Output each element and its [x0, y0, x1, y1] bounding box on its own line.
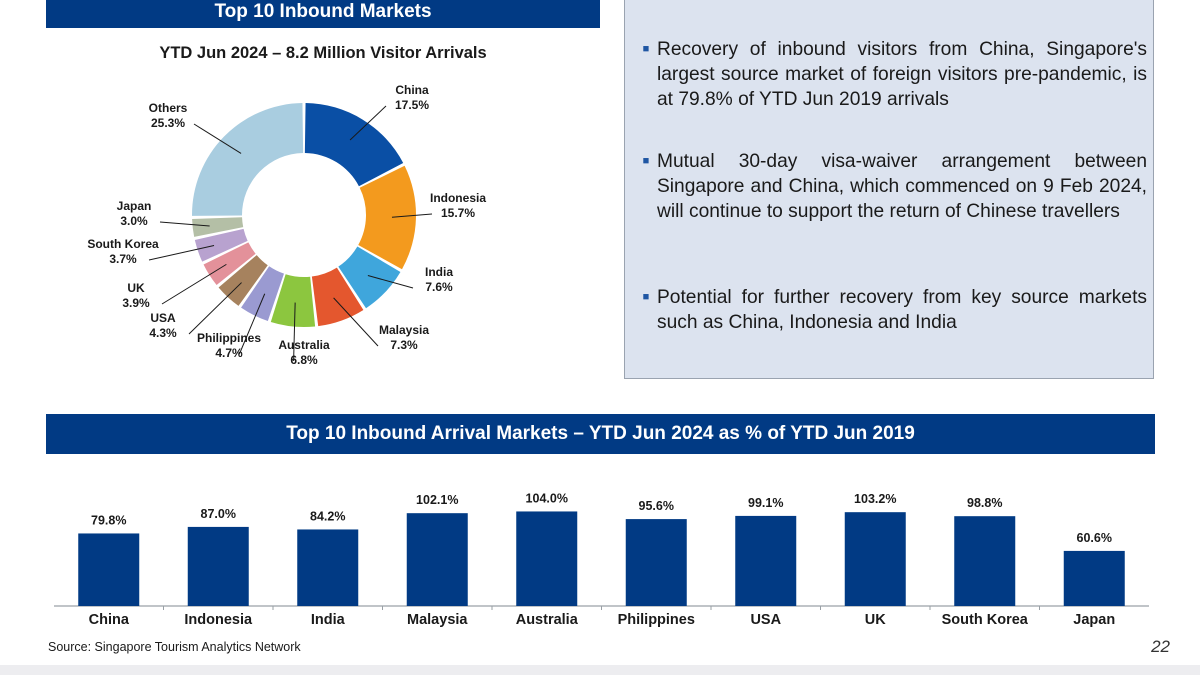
leader-line-japan	[159, 221, 210, 227]
leader-line-philippines	[238, 293, 266, 355]
slice-value-south-korea: 3.7%	[109, 252, 137, 266]
leader-line-usa	[188, 282, 242, 335]
x-tick-label: Australia	[516, 612, 579, 628]
bar-value-label: 79.8%	[91, 513, 126, 527]
x-tick-label: Indonesia	[184, 612, 253, 628]
slice-label-others: Others	[149, 101, 188, 115]
slice-label-malaysia: Malaysia	[379, 323, 429, 337]
source-note: Source: Singapore Tourism Analytics Netw…	[48, 640, 301, 654]
bullet-text: Potential for further recovery from key …	[657, 287, 1147, 333]
leader-line-india	[367, 275, 414, 289]
square-bullet-icon: ■	[642, 155, 650, 167]
x-tick-label: China	[89, 612, 130, 628]
leader-line-indonesia	[391, 213, 433, 218]
donut-slice-others	[192, 103, 304, 216]
leader-line-others	[193, 123, 242, 154]
leader-line-china	[349, 105, 387, 141]
donut-slice-japan	[192, 217, 244, 237]
bar-australia	[516, 511, 578, 606]
x-tick-label: USA	[750, 612, 781, 628]
slice-value-china: 17.5%	[395, 98, 429, 112]
bullet-item: ■ Potential for further recovery from ke…	[635, 285, 1147, 335]
bar-panel-header: Top 10 Inbound Arrival Markets – YTD Jun…	[46, 414, 1155, 454]
bullet-item: ■ Mutual 30-day visa-waiver arrangement …	[635, 149, 1147, 224]
slice-value-others: 25.3%	[151, 116, 185, 130]
slice-label-uk: UK	[127, 281, 145, 295]
leader-line-south-korea	[148, 245, 215, 261]
slice-value-india: 7.6%	[425, 280, 453, 294]
bar-usa	[735, 515, 797, 606]
donut-slice-malaysia	[311, 267, 364, 327]
bullet-text: Mutual 30-day visa-waiver arrangement be…	[657, 151, 1147, 222]
slice-label-indonesia: Indonesia	[430, 191, 486, 205]
bar-value-label: 84.2%	[310, 509, 345, 523]
bottom-strip	[0, 665, 1200, 675]
x-tick-label: UK	[865, 612, 886, 628]
donut-slice-china	[304, 103, 404, 187]
bar-value-label: 103.2%	[854, 492, 896, 506]
x-tick-label: India	[311, 612, 346, 628]
x-tick-label: Japan	[1073, 612, 1115, 628]
bar-value-label: 87.0%	[201, 507, 236, 521]
donut-panel-header: Top 10 Inbound Markets	[46, 0, 600, 28]
bar-indonesia	[187, 526, 249, 606]
bar-philippines	[625, 519, 687, 606]
bar-value-label: 98.8%	[967, 496, 1002, 510]
slice-label-south-korea: South Korea	[87, 237, 159, 251]
donut-slice-indonesia	[358, 165, 417, 270]
bullet-text: Recovery of inbound visitors from China,…	[657, 39, 1147, 110]
slice-label-usa: USA	[150, 311, 176, 325]
x-tick-label: Malaysia	[407, 612, 468, 628]
donut-slice-australia	[270, 274, 316, 327]
bar-malaysia	[406, 513, 468, 606]
slice-value-japan: 3.0%	[120, 214, 148, 228]
slice-value-malaysia: 7.3%	[390, 338, 418, 352]
leader-line-malaysia	[333, 297, 379, 347]
x-tick-label: Philippines	[618, 612, 695, 628]
slice-label-china: China	[395, 83, 429, 97]
bar-japan	[1063, 550, 1125, 606]
donut-chart-title: YTD Jun 2024 – 8.2 Million Visitor Arriv…	[159, 44, 487, 62]
leader-line-uk	[161, 263, 227, 305]
bar-china	[78, 533, 140, 606]
bar-uk	[844, 512, 906, 606]
slice-label-philippines: Philippines	[197, 331, 261, 345]
bar-south-korea	[954, 516, 1016, 606]
slice-value-australia: 6.8%	[290, 353, 318, 367]
slice-value-indonesia: 15.7%	[441, 206, 475, 220]
bar-value-label: 102.1%	[416, 493, 458, 507]
slice-label-japan: Japan	[117, 199, 152, 213]
bar-value-label: 95.6%	[639, 499, 674, 513]
bar-value-label: 99.1%	[748, 496, 783, 510]
bar-india	[297, 529, 359, 606]
donut-slice-philippines	[241, 266, 284, 322]
slice-label-india: India	[425, 265, 453, 279]
donut-slice-uk	[203, 242, 256, 286]
slice-label-australia: Australia	[278, 338, 330, 352]
x-tick-label: South Korea	[942, 612, 1029, 628]
slice-value-uk: 3.9%	[122, 296, 150, 310]
bar-value-label: 104.0%	[526, 491, 568, 505]
square-bullet-icon: ■	[642, 291, 650, 303]
donut-slice-south-korea	[194, 228, 248, 262]
bullet-item: ■ Recovery of inbound visitors from Chin…	[635, 37, 1147, 112]
slice-value-usa: 4.3%	[149, 326, 177, 340]
bar-chart: 79.8% China 87.0% Indonesia 84.2% India 102.1%…	[54, 491, 1149, 628]
page-number: 22	[1151, 637, 1170, 656]
slice-value-philippines: 4.7%	[215, 346, 243, 360]
bar-value-label: 60.6%	[1077, 531, 1112, 545]
bullet-panel: ■ Recovery of inbound visitors from Chin…	[624, 0, 1154, 379]
square-bullet-icon: ■	[642, 43, 650, 55]
leader-line-australia	[293, 302, 296, 362]
donut-slice-india	[338, 246, 401, 309]
